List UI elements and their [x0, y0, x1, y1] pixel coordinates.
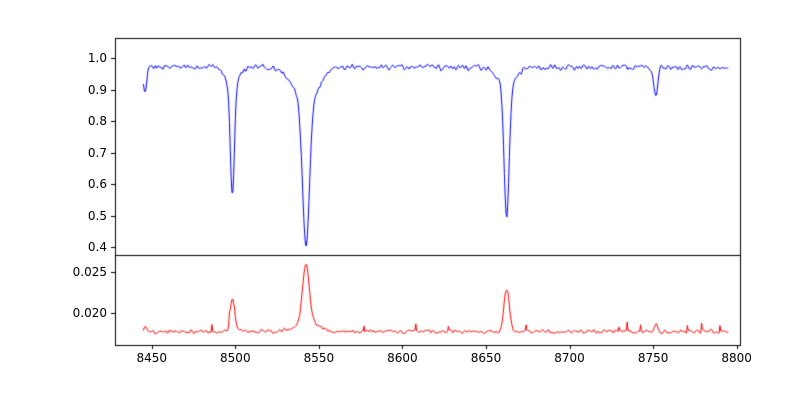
spectrum-figure: 20090929_2134m46_070 Spectrum Error Wave… — [0, 0, 800, 400]
plot-canvas — [0, 0, 800, 400]
